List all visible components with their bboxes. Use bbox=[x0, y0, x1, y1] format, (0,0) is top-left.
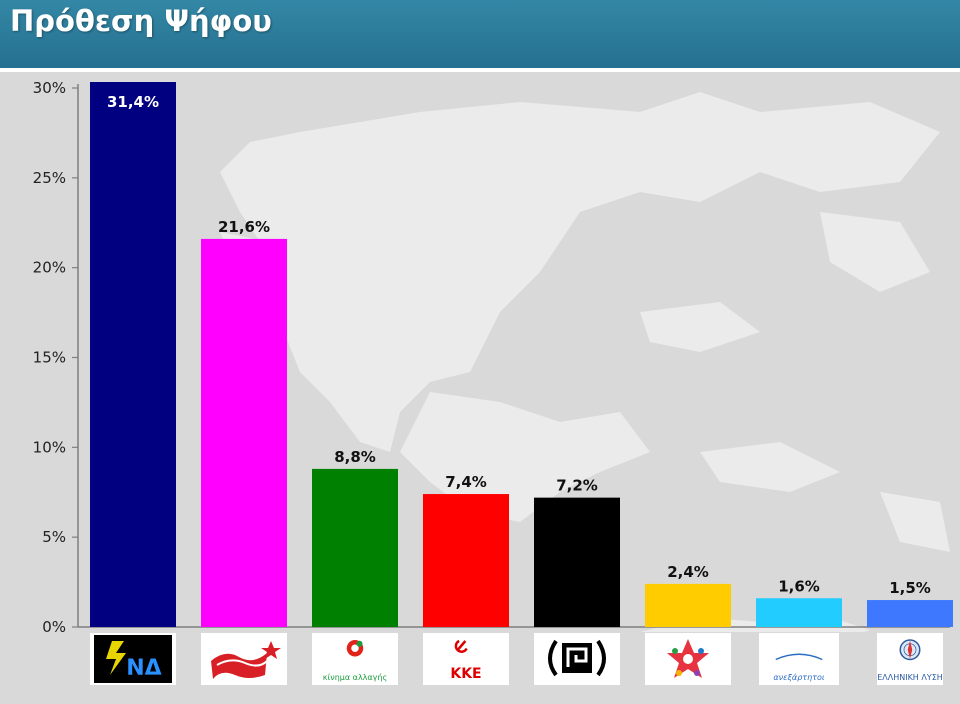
kinal-logo: κίνημα αλλαγής bbox=[312, 633, 398, 685]
bar-value-label: 8,8% bbox=[334, 448, 376, 466]
kinal-logo-graphic bbox=[325, 636, 385, 673]
enosi-kentroon-star-logo-graphic bbox=[649, 635, 727, 683]
y-tick-label: 0% bbox=[42, 618, 66, 632]
bar-value-label: 1,5% bbox=[889, 579, 931, 597]
bar bbox=[645, 583, 731, 627]
y-tick-label: 30% bbox=[33, 79, 66, 97]
syriza-flag-logo-graphic bbox=[205, 635, 283, 683]
bar-value-label: 7,2% bbox=[556, 477, 598, 495]
enosi-kentroon-star-logo bbox=[645, 633, 731, 685]
logo-label: κίνημα αλλαγής bbox=[322, 672, 388, 682]
vote-intention-chart: 0% 5% 10% 15% 20% 25% 30% 31,4% 21,6% 8,8% 7,4% 7,… bbox=[33, 79, 953, 632]
logo-label: ΕΛΛΗΝΙΚΗ ΛΥΣΗ bbox=[877, 672, 943, 682]
bar bbox=[201, 238, 287, 628]
header-bar: Πρόθεση Ψήφου bbox=[0, 0, 960, 68]
elliniki-lysi-logo: ΕΛΛΗΝΙΚΗ ΛΥΣΗ bbox=[877, 633, 943, 685]
bar-value-label: 21,6% bbox=[218, 218, 270, 236]
y-tick-label: 20% bbox=[33, 259, 66, 277]
kke-logo: ΚΚΕ bbox=[423, 633, 509, 685]
syriza-flag-logo bbox=[201, 633, 287, 685]
y-tick-label: 25% bbox=[33, 169, 66, 187]
anel-logo: ανεξάρτητοι bbox=[759, 633, 839, 685]
anel-logo-graphic bbox=[769, 636, 829, 673]
nd-logo-text: ΝΔ bbox=[126, 656, 161, 681]
bar-value-label: 1,6% bbox=[778, 577, 820, 595]
y-tick-label: 15% bbox=[33, 349, 66, 367]
bar-value-label: 2,4% bbox=[667, 563, 709, 581]
bar bbox=[312, 468, 398, 627]
page-title: Πρόθεση Ψήφου bbox=[10, 4, 272, 38]
y-tick-label: 10% bbox=[33, 438, 66, 456]
bar bbox=[867, 600, 953, 627]
bar bbox=[423, 494, 509, 627]
nd-logo: ΝΔ bbox=[90, 633, 176, 685]
bar-value-label: 31,4% bbox=[107, 93, 159, 111]
logo-label: ΚΚΕ bbox=[450, 666, 482, 682]
nd-logo-graphic: ΝΔ bbox=[94, 635, 172, 683]
golden-dawn-logo bbox=[534, 633, 620, 685]
elliniki-lysi-logo-graphic bbox=[880, 636, 940, 673]
logo-label: ανεξάρτητοι bbox=[773, 672, 825, 682]
y-tick-label: 5% bbox=[42, 528, 66, 546]
bar bbox=[90, 82, 176, 627]
bar bbox=[756, 598, 842, 627]
bar-value-label: 7,4% bbox=[445, 473, 487, 491]
bar bbox=[534, 497, 620, 627]
header-divider bbox=[0, 68, 960, 72]
kke-logo-graphic bbox=[441, 636, 491, 666]
golden-dawn-logo-graphic bbox=[538, 635, 616, 683]
